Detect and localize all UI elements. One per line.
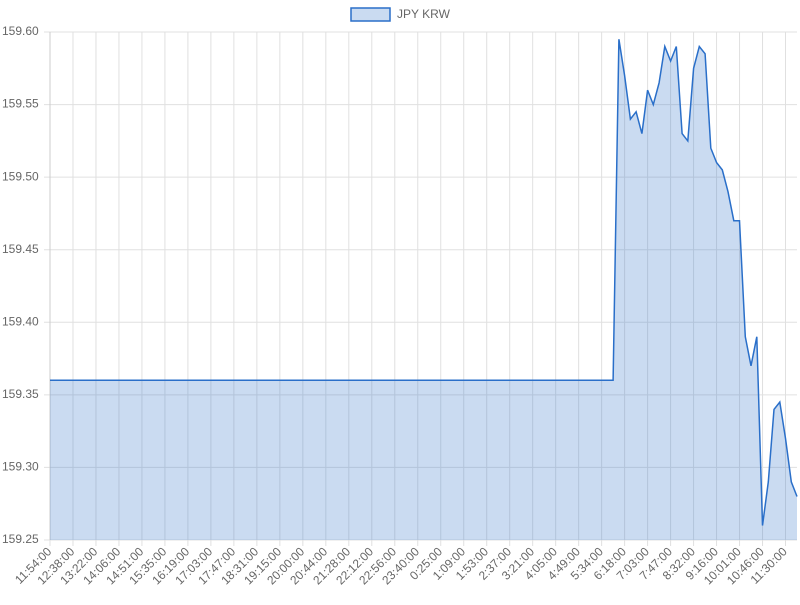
y-tick-label: 159.30	[2, 460, 39, 474]
y-tick-label: 159.60	[2, 24, 39, 38]
line	[50, 39, 798, 526]
y-tick-label: 159.45	[2, 242, 39, 256]
y-tick-label: 159.25	[2, 532, 39, 546]
y-tick-label: 159.55	[2, 97, 39, 111]
area	[50, 39, 797, 541]
legend-swatch	[350, 7, 391, 22]
y-tick-label: 159.40	[2, 314, 39, 328]
y-tick-label: 159.50	[2, 169, 39, 183]
y-tick-label: 159.35	[2, 387, 39, 401]
legend-label: JPY KRW	[397, 7, 451, 21]
